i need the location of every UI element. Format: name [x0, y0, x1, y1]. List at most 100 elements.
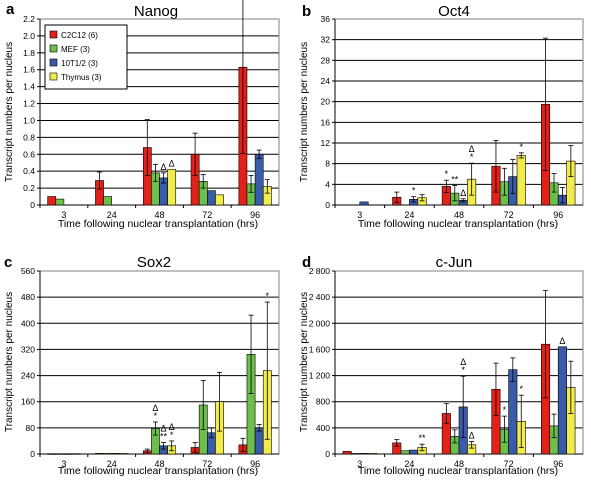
x-tick-label: 72: [504, 459, 514, 469]
y-tick-label: 2.0: [23, 31, 35, 41]
significance-mark: Δ: [559, 336, 565, 346]
y-tick-label: 0: [325, 449, 330, 459]
significance-mark: Δ: [460, 357, 466, 367]
y-axis-label: Transcript numbers per nucleus: [4, 42, 15, 182]
bar-thymus-3: [71, 453, 81, 455]
bar-thymus-72: [516, 155, 526, 206]
panel-a: a Nanog 0 0.2 0.4 0.6 0.8 1.0 1.2 1.4 1.6 1.8 2.0 2.2…: [4, 0, 280, 230]
y-tick-label: 800: [316, 397, 330, 407]
significance-mark: Δ: [161, 162, 167, 172]
legend-box: [44, 24, 128, 90]
panel-letter: b: [302, 3, 311, 20]
legend-swatch: [49, 30, 58, 39]
significance-mark: *: [503, 405, 507, 415]
bar-10t12-3: [359, 201, 369, 206]
bar-c2c12-3: [47, 453, 57, 455]
significance-mark: *: [461, 365, 465, 375]
x-tick-label: 48: [154, 459, 164, 469]
legend-label: Thymus (3): [61, 73, 102, 82]
legend: C2C12 (6) MEF (3) 10T1/2 (3) Thymus (3): [44, 24, 128, 90]
x-tick-label: 96: [553, 210, 563, 220]
y-tick-label: 400: [21, 318, 35, 328]
legend-label: 10T1/2 (3): [61, 59, 98, 68]
bar-10t12-72: [207, 190, 216, 206]
x-tick-label: 72: [504, 210, 514, 220]
x-tick-label: 48: [154, 210, 164, 220]
bar-10t12-3: [63, 453, 73, 455]
significance-mark: *: [519, 384, 523, 394]
significance-mark: *: [519, 142, 523, 152]
bar-10t12-96: [254, 153, 264, 206]
bar-thymus-48: [167, 169, 177, 206]
y-tick-label: 1.2: [23, 99, 35, 109]
x-tick-label: 48: [454, 210, 464, 220]
significance-mark: *: [470, 152, 474, 162]
y-tick-label: 320: [21, 344, 35, 354]
bar-c2c12-3: [47, 196, 57, 206]
y-tick-label: 1.8: [23, 48, 35, 58]
bar-c2c12-3: [342, 451, 352, 455]
x-tick-label: 72: [202, 210, 212, 220]
significance-mark: Δ: [460, 188, 466, 198]
y-tick-label: 12: [321, 138, 331, 148]
y-tick-label: 36: [321, 14, 331, 24]
panel-letter: c: [4, 254, 12, 271]
bar-mef-3: [351, 453, 361, 455]
y-tick-label: 2.2: [23, 14, 35, 24]
x-tick-label: 48: [454, 459, 464, 469]
significance-mark: *: [170, 430, 174, 440]
y-tick-label: 20: [321, 97, 331, 107]
y-tick-label: 24: [321, 76, 331, 86]
significance-mark: *: [445, 169, 449, 179]
x-axis-label: Time following nuclear transplantation (…: [58, 465, 258, 477]
y-axis-label: Transcript numbers per nucleus: [299, 292, 310, 432]
x-tick-label: 3: [357, 459, 362, 469]
chart-title: Sox2: [137, 254, 171, 271]
y-tick-label: 0: [30, 200, 35, 210]
y-tick-label: 400: [316, 423, 330, 433]
bar-thymus-72: [215, 194, 224, 206]
bar-thymus-3: [367, 453, 377, 455]
bar-10t12-72: [508, 369, 518, 455]
chart-title: c-Jun: [436, 254, 473, 271]
y-tick-label: 80: [26, 423, 36, 433]
chart-title: Oct4: [438, 3, 470, 20]
significance-mark: Δ: [161, 424, 167, 434]
significance-mark: *: [412, 186, 416, 196]
y-tick-label: 4: [325, 179, 330, 189]
y-tick-label: 1 600: [309, 344, 331, 354]
y-tick-label: 32: [321, 35, 331, 45]
y-axis-label: Transcript numbers per nucleus: [4, 292, 15, 432]
x-tick-label: 96: [250, 459, 260, 469]
x-tick-label: 72: [202, 459, 212, 469]
bar-10t12-96: [254, 427, 264, 455]
x-tick-label: 96: [553, 459, 563, 469]
y-tick-label: 0.6: [23, 149, 35, 159]
bar-mef-3: [55, 453, 65, 455]
y-tick-label: 8: [325, 159, 330, 169]
x-axis-label: Time following nuclear transplantation (…: [58, 218, 258, 230]
legend-label: C2C12 (6): [61, 31, 98, 40]
legend-swatch: [49, 44, 58, 53]
y-tick-label: 480: [21, 292, 35, 302]
panel-letter: a: [6, 1, 15, 18]
y-tick-label: 560: [21, 266, 35, 276]
bar-mef-24: [103, 196, 112, 206]
significance-mark: Δ: [169, 158, 175, 168]
legend-swatch: [49, 72, 58, 81]
bar-mef-24: [400, 450, 410, 455]
y-tick-label: 2 400: [309, 292, 331, 302]
x-tick-label: 96: [250, 210, 260, 220]
significance-mark: Δ: [152, 403, 158, 413]
bar-mef-24: [103, 453, 112, 455]
y-axis-label: Transcript numbers per nucleus: [299, 42, 310, 182]
significance-mark: **: [451, 174, 459, 184]
x-tick-label: 3: [61, 210, 66, 220]
y-tick-label: 28: [321, 55, 331, 65]
bar-10t12-24: [409, 449, 419, 455]
significance-mark: Δ: [469, 431, 475, 441]
significance-mark: *: [266, 291, 270, 301]
